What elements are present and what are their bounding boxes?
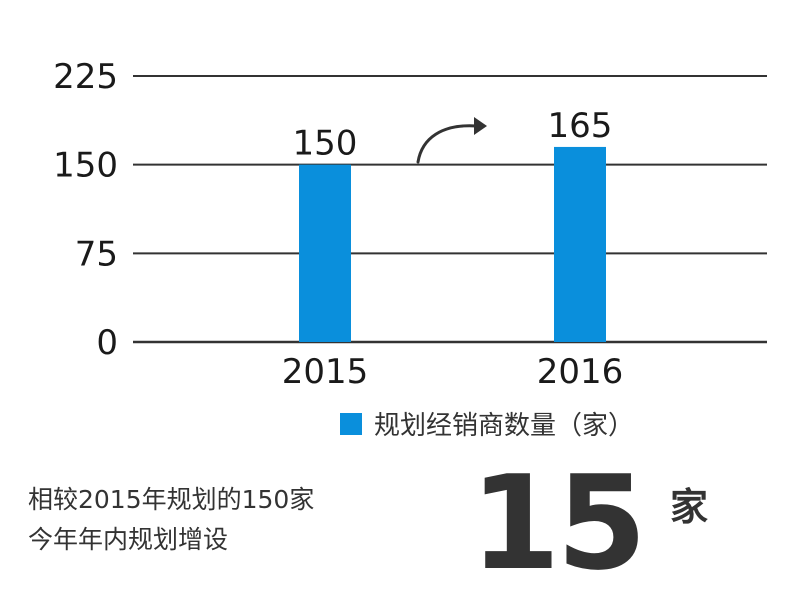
- caption-line-1: 相较2015年规划的150家: [28, 485, 315, 514]
- bars: [299, 146, 606, 342]
- highlight-unit: 家: [670, 485, 709, 529]
- caption: 相较2015年规划的150家 今年年内规划增设: [28, 480, 314, 560]
- data-labels: 150 165: [293, 106, 613, 164]
- x-axis-categories: 2015 2016: [282, 352, 624, 392]
- y-tick-label-150: 150: [53, 146, 118, 186]
- x-category-label-2015: 2015: [282, 352, 369, 392]
- y-axis-ticks: 0 75 150 225: [53, 57, 118, 363]
- data-label-2016: 165: [548, 106, 613, 146]
- y-tick-label-75: 75: [75, 234, 118, 274]
- bar-2015: [299, 164, 351, 342]
- legend-swatch: [340, 413, 362, 435]
- legend-label: 规划经销商数量（家）: [374, 411, 634, 441]
- y-tick-label-0: 0: [96, 323, 118, 363]
- bar-2016: [554, 146, 606, 342]
- data-label-2015: 150: [293, 124, 358, 164]
- x-category-label-2016: 2016: [537, 352, 624, 392]
- highlight-number: 15: [470, 447, 647, 599]
- arrow-head-icon: [474, 117, 487, 135]
- grid-lines: [133, 75, 767, 344]
- caption-line-2: 今年年内规划增设: [28, 525, 229, 554]
- y-tick-label-225: 225: [53, 57, 118, 97]
- increase-arrow-icon: [416, 124, 478, 164]
- bar-chart: 0 75 150 225 150 165 2015 2016 规划经销商数量（家）: [53, 57, 767, 441]
